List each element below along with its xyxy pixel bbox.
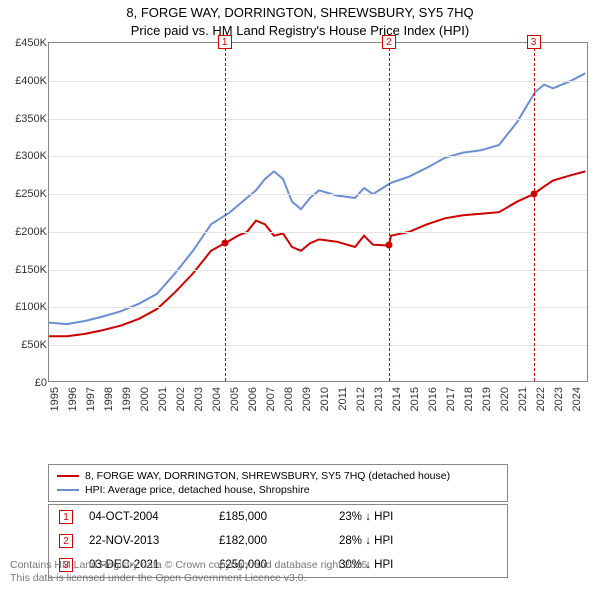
title-address: 8, FORGE WAY, DORRINGTON, SHREWSBURY, SY…: [0, 4, 600, 22]
sale-diff: 23% ↓ HPI: [339, 511, 459, 523]
gridline-h: [49, 345, 587, 346]
sale-marker-line: [534, 43, 535, 381]
sale-marker-line: [389, 43, 390, 381]
y-axis-label: £450K: [1, 37, 47, 49]
sale-marker-dot: [386, 242, 393, 249]
y-axis-label: £100K: [1, 301, 47, 313]
footnote-line1: Contains HM Land Registry data © Crown c…: [10, 559, 370, 573]
sale-marker-number: 1: [218, 35, 232, 49]
sale-row: 2 22-NOV-2013£182,00028% ↓ HPI: [49, 529, 507, 553]
sale-diff: 28% ↓ HPI: [339, 535, 459, 547]
sale-marker-number: 2: [382, 35, 396, 49]
legend-row: 8, FORGE WAY, DORRINGTON, SHREWSBURY, SY…: [57, 469, 499, 483]
sale-price: £182,000: [219, 535, 339, 547]
sale-number: 2: [59, 534, 73, 548]
legend-label: 8, FORGE WAY, DORRINGTON, SHREWSBURY, SY…: [85, 470, 450, 482]
gridline-h: [49, 119, 587, 120]
y-axis-label: £350K: [1, 113, 47, 125]
legend: 8, FORGE WAY, DORRINGTON, SHREWSBURY, SY…: [48, 464, 508, 502]
y-axis-label: £400K: [1, 75, 47, 87]
plot-area: £0£50K£100K£150K£200K£250K£300K£350K£400…: [48, 42, 588, 382]
y-axis-label: £300K: [1, 150, 47, 162]
sale-marker-dot: [221, 240, 228, 247]
gridline-h: [49, 232, 587, 233]
y-axis-label: £150K: [1, 264, 47, 276]
sale-marker-dot: [530, 191, 537, 198]
footnote-line2: This data is licensed under the Open Gov…: [10, 572, 370, 586]
chart-title: 8, FORGE WAY, DORRINGTON, SHREWSBURY, SY…: [0, 0, 600, 39]
series-hpi: [49, 73, 585, 324]
sale-price: £185,000: [219, 511, 339, 523]
y-axis-label: £200K: [1, 226, 47, 238]
y-axis-label: £0: [1, 377, 47, 389]
legend-label: HPI: Average price, detached house, Shro…: [85, 484, 310, 496]
gridline-h: [49, 307, 587, 308]
series-price_paid: [49, 171, 585, 336]
line-svg: [49, 43, 589, 383]
sale-date: 22-NOV-2013: [89, 535, 219, 547]
legend-swatch: [57, 475, 79, 477]
sale-date: 04-OCT-2004: [89, 511, 219, 523]
title-subtitle: Price paid vs. HM Land Registry's House …: [0, 22, 600, 40]
legend-swatch: [57, 489, 79, 491]
chart-container: £0 £50K £100K £150K £200K £250K £300K £350K £400…: [0, 42, 600, 422]
legend-row: HPI: Average price, detached house, Shro…: [57, 483, 499, 497]
y-axis-label: £250K: [1, 188, 47, 200]
gridline-h: [49, 156, 587, 157]
sale-marker-line: [225, 43, 226, 381]
gridline-h: [49, 81, 587, 82]
gridline-h: [49, 270, 587, 271]
sale-number: 1: [59, 510, 73, 524]
footnote: Contains HM Land Registry data © Crown c…: [10, 559, 370, 586]
y-axis-label: £50K: [1, 339, 47, 351]
sale-row: 1 04-OCT-2004£185,00023% ↓ HPI: [49, 505, 507, 529]
gridline-h: [49, 194, 587, 195]
sale-marker-number: 3: [527, 35, 541, 49]
